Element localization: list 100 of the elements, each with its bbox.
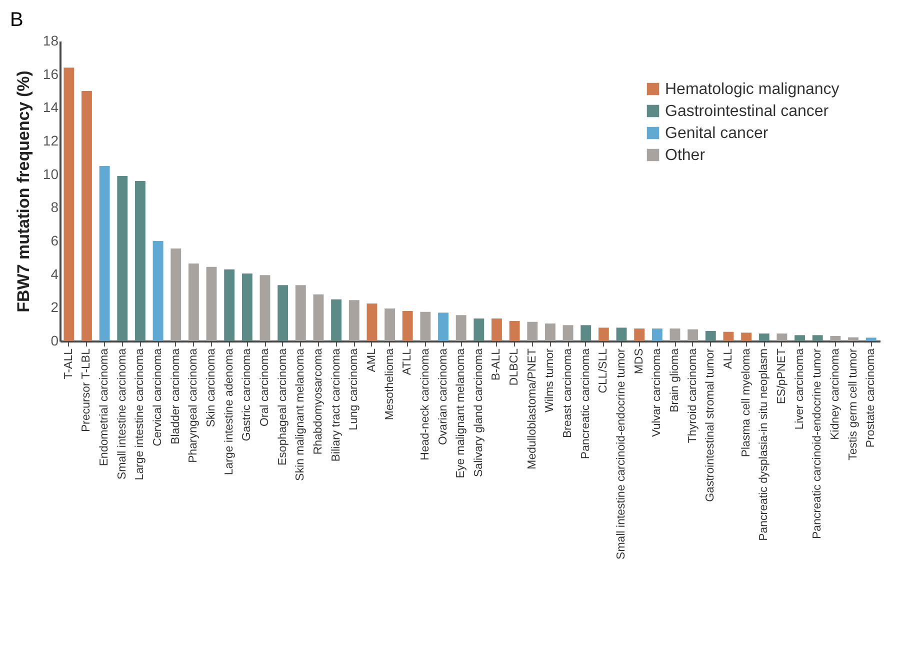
bar <box>545 324 556 341</box>
x-tick-label: Esophageal carcinoma <box>276 348 289 466</box>
bar <box>670 328 680 341</box>
y-tick-label: 14 <box>42 99 59 116</box>
x-tick-label: Mesothelioma <box>384 348 396 420</box>
bar <box>170 248 182 341</box>
bar <box>278 285 288 341</box>
x-tick-label: Small intestine carcinoid-endocrine tumor <box>616 348 628 560</box>
y-tick-label: 6 <box>50 232 59 248</box>
x-tick-label: ES/pPNET <box>776 348 788 404</box>
x-tick-label: Wilms tumor <box>544 348 556 412</box>
y-tick-label: 2 <box>50 299 59 316</box>
x-tick-label: Skin malignant melanoma <box>294 348 307 481</box>
bar <box>474 318 484 341</box>
x-tick-label: Prostate carcinoma <box>865 348 878 448</box>
text: B <box>10 9 24 31</box>
bar <box>348 300 360 341</box>
x-tick-label: Head-neck carcinoma <box>419 348 432 460</box>
x-tick-label: MDS <box>633 348 646 374</box>
x-tick-label: DLBCL <box>508 348 521 386</box>
x-tick-label: Pancreatic dysplasia-in situ neoplasm <box>758 348 770 541</box>
bar <box>295 285 306 341</box>
bar <box>242 274 252 341</box>
y-tick-label: 16 <box>42 66 59 82</box>
x-tick-label: Medulloblastoma/PNET <box>526 348 538 470</box>
x-tick-label: Skin carcinoma <box>206 348 218 428</box>
bar <box>794 335 805 341</box>
bar <box>99 166 110 341</box>
x-tick-label: Precursor T-LBL <box>80 348 93 432</box>
bar <box>705 331 716 341</box>
bar <box>758 334 770 341</box>
x-tick-label: Liver carcinoma <box>794 348 806 430</box>
y-tick-label: 18 <box>42 32 59 48</box>
x-tick-label: ALL <box>722 348 734 369</box>
x-tick-label: Bladder carcinoma <box>170 348 182 444</box>
bar <box>830 336 841 341</box>
y-tick-label: 4 <box>50 266 59 282</box>
bar <box>331 299 342 341</box>
legend-label: Genital cancer <box>665 125 769 142</box>
x-tick-label: Large intestine adenoma <box>223 348 236 476</box>
bar <box>366 304 378 341</box>
bar <box>562 325 574 341</box>
bar <box>117 176 128 341</box>
y-tick-label: 12 <box>42 132 59 148</box>
bar <box>848 337 858 341</box>
bar <box>313 294 324 341</box>
bar <box>812 335 823 341</box>
bar <box>616 328 627 341</box>
bar <box>866 338 876 341</box>
bar <box>152 241 164 341</box>
bar <box>188 264 199 341</box>
x-tick-label: Small intestine carcinoma <box>116 348 128 480</box>
x-tick-label: Kidney carcinoma <box>829 348 842 440</box>
legend-label: Other <box>665 147 706 164</box>
bar <box>224 269 235 341</box>
x-tick-label: B-ALL <box>490 348 503 380</box>
bar <box>723 332 734 341</box>
x-tick-label: Endometrial carcinoma <box>98 348 111 466</box>
bar <box>456 315 466 341</box>
x-tick-label: AML <box>366 348 378 372</box>
bar <box>384 308 395 341</box>
x-tick-label: Plasma cell myeloma <box>740 348 752 458</box>
x-tick-label: Biliary tract carcinoma <box>330 348 342 462</box>
x-tick-label: Thyroid carcinoma <box>686 348 699 444</box>
x-tick-label: Salivary gland carcinoma <box>472 348 485 477</box>
bar <box>135 181 146 341</box>
x-tick-label: Pancreatic carcinoma <box>580 348 592 460</box>
x-tick-label: T-ALL <box>62 348 75 380</box>
bar <box>509 321 520 341</box>
bar <box>82 91 92 341</box>
x-tick-label: Pancreatic carcinoid-endocrine tumor <box>812 348 824 539</box>
x-tick-label: Cervical carcinoma <box>152 348 164 446</box>
bar <box>598 328 609 341</box>
x-tick-label: Oral carcinoma <box>259 348 271 426</box>
x-tick-label: Brain glioma <box>669 348 681 412</box>
bar <box>64 68 74 341</box>
x-tick-label: Gastric carcinoma <box>241 348 254 442</box>
legend-label: Hematologic malignancy <box>665 81 840 98</box>
x-tick-label: Rhabdomyosarcoma <box>312 348 324 455</box>
x-tick-label: CLL/SLL <box>598 348 610 394</box>
bar <box>688 329 698 341</box>
bar <box>420 312 431 341</box>
bar <box>206 266 217 341</box>
x-tick-label: Eye malignant melanoma <box>455 348 468 478</box>
x-tick-label: ATLL <box>402 348 414 376</box>
bar <box>634 328 645 341</box>
legend-label: Gastrointestinal cancer <box>665 103 830 120</box>
bar <box>580 325 592 341</box>
y-tick-label: 10 <box>42 166 59 182</box>
bar <box>776 334 788 341</box>
x-tick-label: Pharyngeal carcinoma <box>188 348 200 463</box>
x-tick-label: Large intestine carcinoma <box>134 348 146 480</box>
bar <box>652 328 662 341</box>
x-tick-label: Vulvar carcinoma <box>651 348 664 437</box>
x-tick-label: Gastrointestinal stromal tumor <box>704 348 717 502</box>
x-tick-label: Breast carcinoma <box>562 348 574 438</box>
bar <box>492 318 502 341</box>
bar <box>260 275 270 341</box>
bar <box>741 332 752 341</box>
x-tick-label: Testis germ cell tumor <box>847 348 860 460</box>
